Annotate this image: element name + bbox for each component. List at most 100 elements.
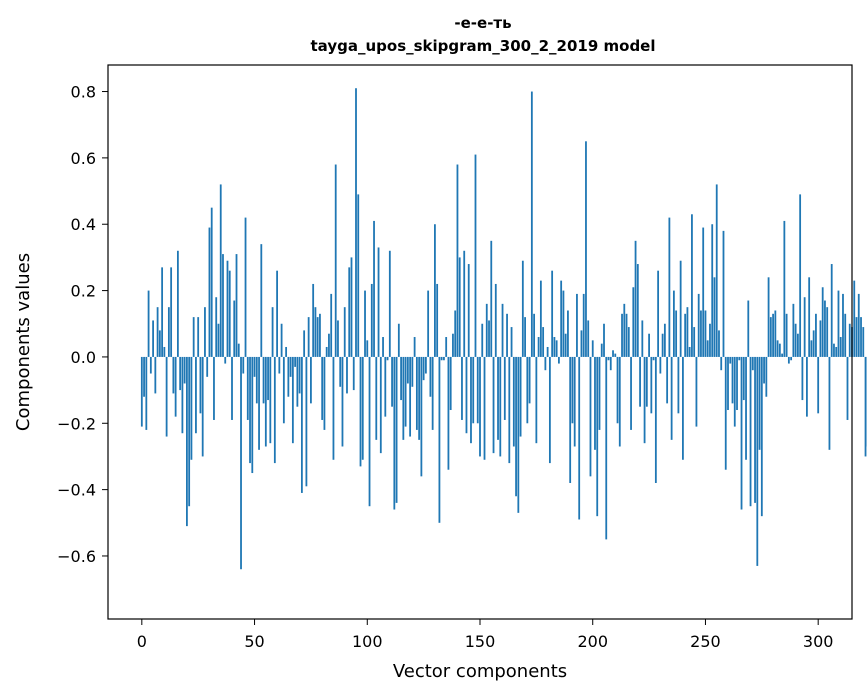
- bar: [736, 356, 738, 411]
- bar: [713, 277, 716, 357]
- bar: [152, 320, 154, 357]
- bar: [657, 270, 660, 357]
- bar: [377, 247, 380, 357]
- bar: [176, 250, 179, 357]
- bar: [833, 343, 835, 357]
- bar: [186, 356, 188, 527]
- bar: [677, 356, 680, 414]
- bar: [222, 254, 224, 357]
- bar: [806, 356, 808, 417]
- bar: [183, 356, 186, 384]
- bar: [704, 310, 707, 357]
- bar: [337, 320, 339, 357]
- bar: [497, 356, 499, 440]
- bar: [199, 356, 202, 414]
- bar: [830, 264, 833, 357]
- bar: [727, 356, 729, 411]
- bar: [242, 356, 245, 374]
- bar: [321, 356, 324, 420]
- bar: [508, 356, 511, 464]
- bar: [346, 356, 348, 394]
- y-tick-label: 0.0: [71, 348, 96, 367]
- bar: [740, 356, 743, 510]
- bar: [312, 283, 315, 357]
- bar: [314, 307, 317, 357]
- bar: [596, 356, 599, 517]
- bar: [251, 356, 254, 474]
- y-tick-label: 0.4: [71, 215, 96, 234]
- bar: [517, 356, 520, 513]
- bar: [544, 356, 547, 371]
- bar: [722, 230, 725, 357]
- bar: [503, 356, 506, 420]
- plot-frame: [107, 64, 853, 620]
- bar: [319, 313, 321, 357]
- bar: [603, 323, 605, 357]
- bar: [661, 333, 664, 357]
- bar: [697, 293, 700, 357]
- bar: [745, 356, 747, 460]
- bar: [485, 303, 488, 357]
- bar: [443, 356, 445, 361]
- bar: [747, 300, 750, 357]
- bar: [801, 356, 804, 401]
- bar: [693, 327, 696, 357]
- bar: [501, 303, 504, 357]
- bar: [772, 313, 774, 357]
- x-tick-label: 250: [690, 632, 721, 651]
- bar: [528, 356, 531, 404]
- bar: [431, 356, 434, 430]
- bar: [282, 356, 285, 424]
- bar: [303, 330, 306, 357]
- bar: [226, 260, 229, 357]
- bar: [406, 356, 409, 384]
- bar: [715, 184, 718, 357]
- bar: [400, 356, 402, 401]
- bar: [280, 323, 283, 357]
- bar: [373, 220, 375, 357]
- bar: [276, 270, 278, 357]
- bar: [580, 330, 583, 357]
- bar: [474, 154, 477, 357]
- bar: [289, 356, 292, 377]
- bar: [436, 283, 439, 357]
- bar: [165, 356, 168, 437]
- bar: [445, 337, 448, 357]
- bar: [569, 356, 572, 483]
- bar: [339, 356, 342, 387]
- bar: [781, 353, 784, 357]
- bar: [246, 356, 249, 420]
- bar: [404, 356, 407, 427]
- bar: [742, 356, 745, 401]
- bar: [357, 194, 360, 357]
- bar: [627, 327, 630, 357]
- bar: [691, 214, 693, 357]
- bar: [546, 346, 549, 357]
- bar: [370, 283, 373, 357]
- bar: [258, 356, 260, 450]
- bar: [551, 270, 554, 357]
- y-tick-label: −0.4: [57, 481, 96, 500]
- bar: [609, 356, 612, 371]
- bar: [524, 317, 526, 357]
- bar: [316, 317, 319, 357]
- bar: [672, 290, 675, 357]
- bar: [310, 356, 312, 404]
- bar: [510, 327, 513, 357]
- bar: [618, 356, 621, 447]
- bar: [767, 277, 770, 357]
- x-tick-label: 0: [137, 632, 147, 651]
- bar: [418, 356, 421, 440]
- bar: [539, 280, 542, 357]
- bar: [262, 356, 265, 404]
- bar: [645, 356, 648, 407]
- bar: [273, 356, 276, 464]
- bar: [688, 346, 691, 357]
- bar: [625, 313, 628, 357]
- bar: [639, 356, 641, 407]
- bar: [675, 310, 678, 357]
- bar: [424, 356, 427, 374]
- bar: [393, 356, 396, 510]
- bar: [643, 356, 646, 444]
